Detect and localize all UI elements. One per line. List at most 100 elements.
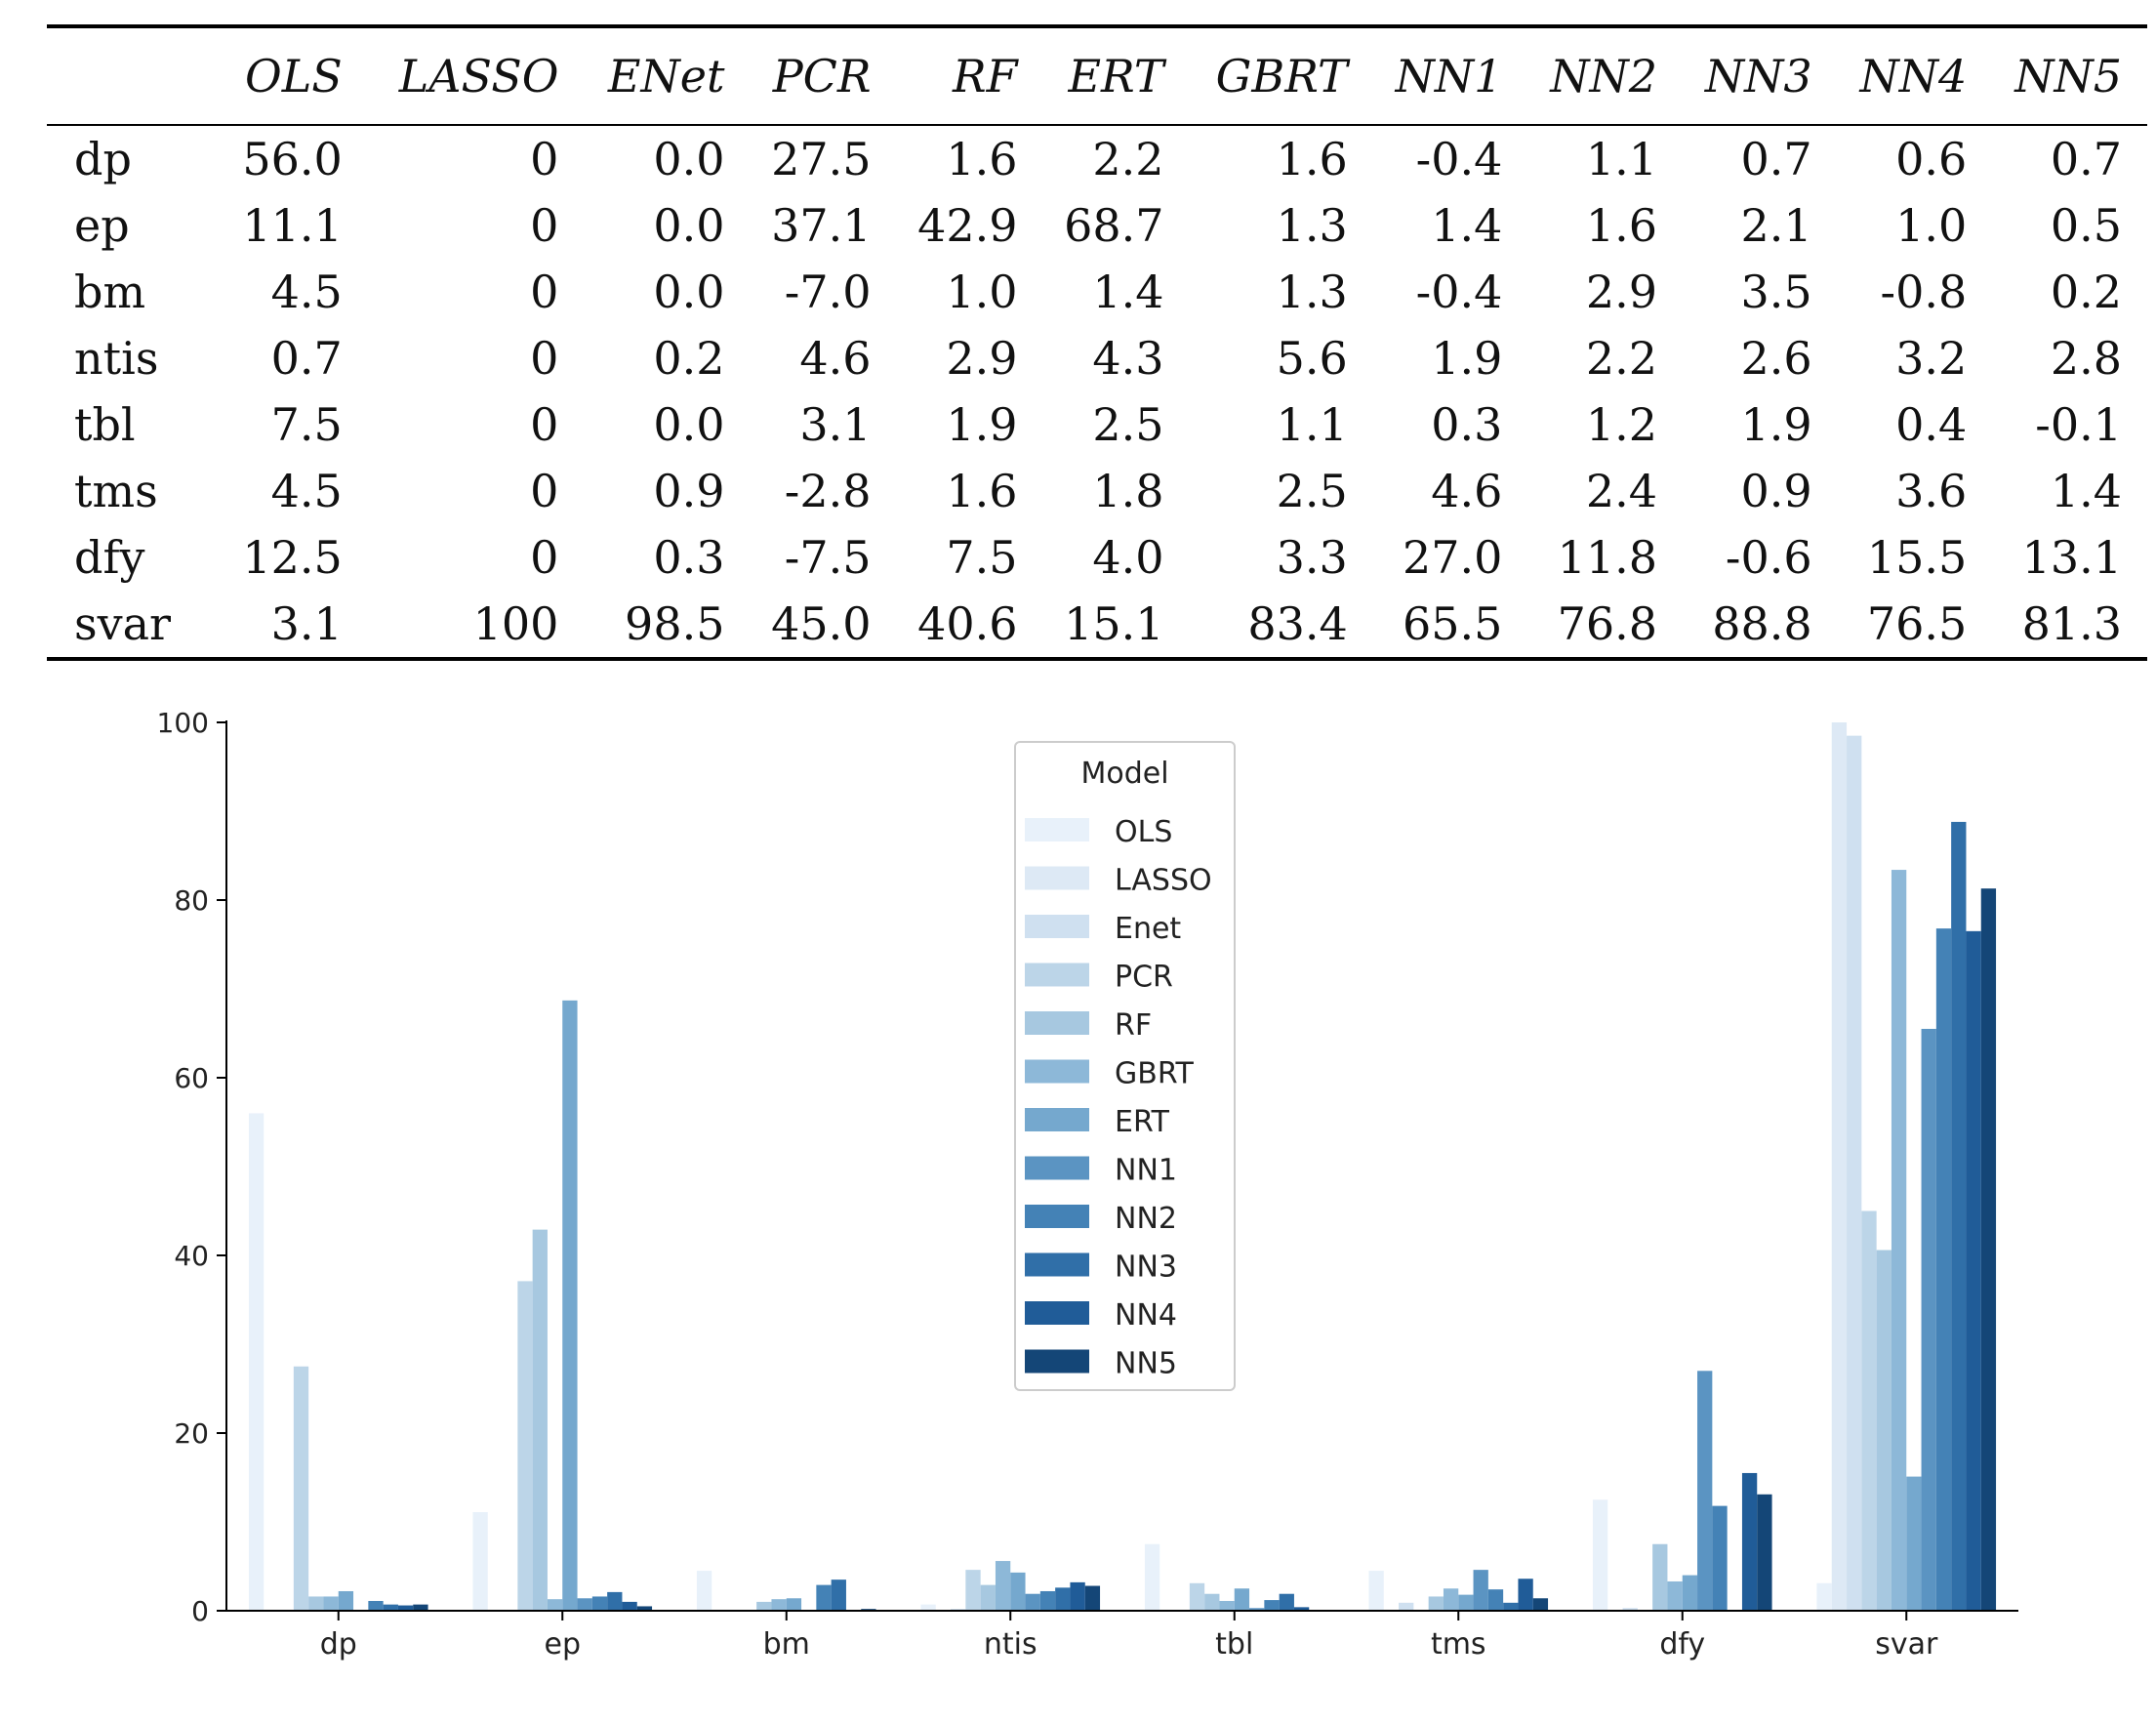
table-cell: 0 xyxy=(530,465,559,517)
table-cell: 2.5 xyxy=(1092,398,1164,451)
bar xyxy=(338,1590,354,1611)
row-label: tms xyxy=(74,465,158,517)
legend-swatch xyxy=(1025,1156,1089,1180)
table-cell: 3.5 xyxy=(1740,266,1812,318)
row-label: dfy xyxy=(74,531,145,584)
bar xyxy=(696,1571,712,1611)
legend-swatch xyxy=(1025,1301,1089,1325)
bar xyxy=(1428,1596,1444,1611)
x-tick-label: ep xyxy=(545,1627,582,1661)
bar xyxy=(1084,1585,1101,1611)
table-cell: 0.7 xyxy=(1740,133,1812,185)
bar xyxy=(1682,1575,1698,1611)
bar xyxy=(1532,1598,1549,1611)
legend-label: LASSO xyxy=(1115,864,1212,898)
bar xyxy=(577,1598,592,1611)
bar xyxy=(323,1596,339,1611)
bar-chart-section: 0 20 40 60 80 100 dp ep bm ntis tbl tms dfy svar Model… xyxy=(0,693,2156,1718)
legend-swatch xyxy=(1025,1252,1089,1277)
table-cell: 83.4 xyxy=(1189,591,1373,661)
legend-title: Model xyxy=(1080,757,1168,791)
column-header: NN3 xyxy=(1682,24,1838,126)
table-cell: 1.3 xyxy=(1276,199,1348,252)
table-cell: 0.6 xyxy=(1895,133,1968,185)
legend-label: ERT xyxy=(1115,1105,1170,1139)
table-cell: 3.3 xyxy=(1276,531,1348,584)
bar xyxy=(1487,1589,1504,1611)
table-body: dp 56.0 0 0.0 27.5 1.6 2.2 1.6 -0.4 1.1 0.7 0.6 0.7 e… xyxy=(47,125,2147,661)
column-header: GBRT xyxy=(1189,24,1373,126)
bar xyxy=(517,1281,533,1611)
column-header: LASSO xyxy=(367,24,585,126)
x-tick-label: bm xyxy=(763,1627,810,1661)
bar xyxy=(995,1561,1011,1611)
table-cell: 100 xyxy=(367,591,585,661)
table-cell: 0.4 xyxy=(1895,398,1968,451)
table-cell: -0.4 xyxy=(1415,133,1503,185)
bar xyxy=(1861,1210,1877,1611)
y-tick-label: 60 xyxy=(174,1062,209,1094)
table-cell: 2.4 xyxy=(1585,465,1657,517)
table-cell: 1.8 xyxy=(1092,465,1164,517)
legend-swatch xyxy=(1025,1059,1089,1084)
bar xyxy=(1070,1581,1085,1611)
table-cell: 2.6 xyxy=(1740,332,1812,385)
bar xyxy=(1697,1371,1713,1611)
bar xyxy=(1518,1579,1533,1611)
table-cell: 2.2 xyxy=(1585,332,1657,385)
table-cell: 76.8 xyxy=(1527,591,1683,661)
bar xyxy=(1906,1476,1922,1611)
column-header: OLS xyxy=(221,24,368,126)
table-cell: 65.5 xyxy=(1372,591,1528,661)
bar xyxy=(816,1584,832,1611)
bar xyxy=(1847,735,1862,1611)
legend-swatch xyxy=(1025,1011,1089,1035)
bar xyxy=(1399,1602,1414,1611)
bar xyxy=(771,1599,787,1611)
table-cell: 0.7 xyxy=(2050,133,2122,185)
table-cell: 1.3 xyxy=(1276,266,1348,318)
bar xyxy=(1622,1608,1638,1611)
bar xyxy=(1025,1593,1040,1611)
table-cell: 11.8 xyxy=(1557,531,1657,584)
table-cell: 7.5 xyxy=(946,531,1018,584)
table-cell: 1.4 xyxy=(1092,266,1164,318)
bar xyxy=(1144,1543,1160,1611)
legend-swatch xyxy=(1025,1108,1089,1131)
bar xyxy=(1667,1580,1683,1611)
legend-label: NN4 xyxy=(1115,1298,1177,1333)
bar xyxy=(1204,1593,1220,1611)
table-cell: 11.1 xyxy=(242,199,343,252)
bar xyxy=(1473,1570,1488,1611)
bar xyxy=(1891,870,1907,1611)
bar xyxy=(1249,1608,1265,1611)
table-row: bm 4.5 0 0.0 -7.0 1.0 1.4 1.3 -0.4 2.9 3.5 -0.8 0.2 xyxy=(47,259,2147,325)
table-cell: 4.5 xyxy=(270,266,343,318)
bar xyxy=(965,1570,981,1611)
bar xyxy=(1010,1572,1026,1611)
table-cell: 0 xyxy=(530,266,559,318)
table-cell: 13.1 xyxy=(2021,531,2122,584)
y-tick-label: 40 xyxy=(174,1240,209,1272)
table-cell: 0.3 xyxy=(653,531,725,584)
table-cell: 0.5 xyxy=(2050,199,2122,252)
table-cell: 0.3 xyxy=(1431,398,1503,451)
table-cell: 5.6 xyxy=(1276,332,1348,385)
legend-label: PCR xyxy=(1115,961,1173,995)
table-cell: 0.0 xyxy=(653,199,725,252)
table-cell: 1.9 xyxy=(1740,398,1812,451)
x-tick-label: dfy xyxy=(1659,1627,1705,1661)
table-corner-cell xyxy=(47,24,222,126)
bar xyxy=(1741,1472,1758,1611)
bar xyxy=(1279,1593,1294,1611)
x-tick-label: dp xyxy=(320,1627,357,1661)
bar xyxy=(1368,1571,1384,1611)
table-cell: 0 xyxy=(530,199,559,252)
bar xyxy=(1443,1588,1459,1611)
bar xyxy=(413,1604,428,1611)
bar xyxy=(1966,930,1981,1611)
legend-swatch xyxy=(1025,1349,1089,1374)
column-header: NN1 xyxy=(1372,24,1528,126)
bar xyxy=(1876,1250,1892,1611)
column-header: ERT xyxy=(1042,24,1190,126)
